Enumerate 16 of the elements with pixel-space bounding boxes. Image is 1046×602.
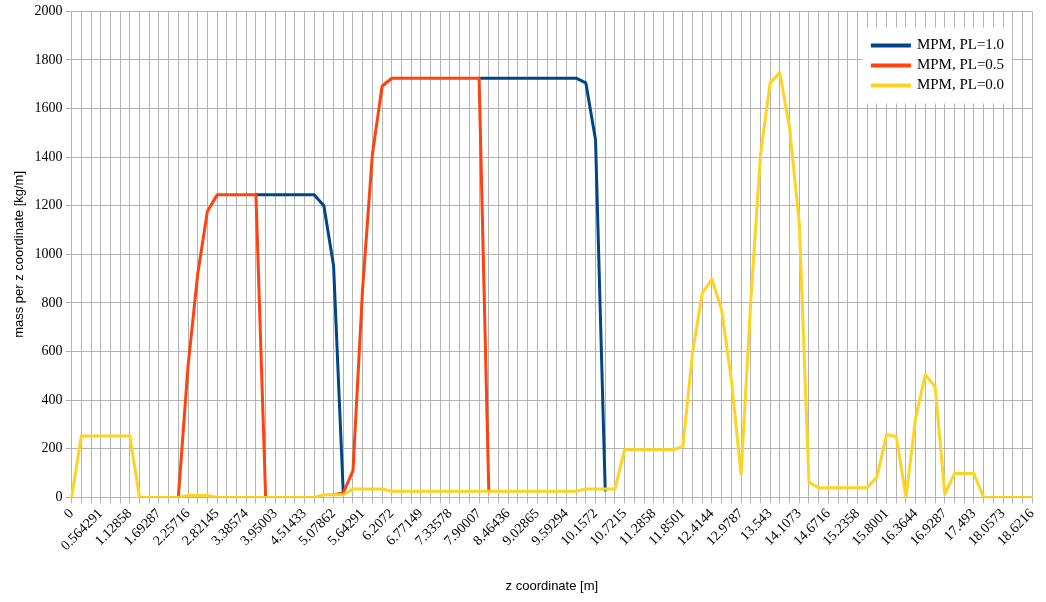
y-tick-label: 400 xyxy=(41,391,63,407)
legend-label: MPM, PL=1.0 xyxy=(916,36,1005,53)
y-tick-label: 2000 xyxy=(34,3,63,19)
y-tick-label: 200 xyxy=(41,440,63,456)
y-tick-label: 800 xyxy=(41,294,63,310)
y-tick-label: 0 xyxy=(55,489,63,505)
y-tick-label: 600 xyxy=(41,343,63,359)
y-tick-label: 1000 xyxy=(34,246,63,262)
y-tick-label: 1800 xyxy=(34,51,63,67)
y-tick-label: 1600 xyxy=(34,100,63,116)
legend-label: MPM, PL=0.5 xyxy=(916,56,1005,73)
y-tick-label: 1400 xyxy=(34,148,63,164)
x-axis-title: z coordinate [m] xyxy=(505,577,599,593)
legend-label: MPM, PL=0.0 xyxy=(916,76,1005,93)
y-axis-title: mass per z coordinate [kg/m] xyxy=(11,170,27,338)
y-tick-label: 1200 xyxy=(34,197,63,213)
